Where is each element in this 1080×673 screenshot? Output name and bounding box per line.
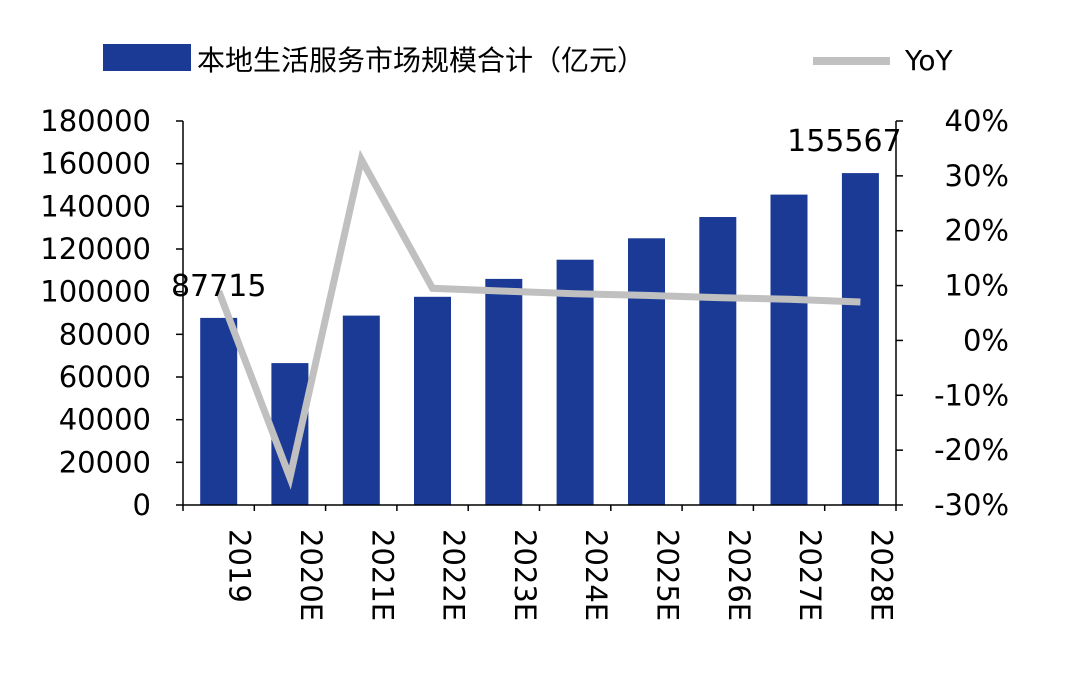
y-left-tick-label: 140000 (40, 189, 151, 223)
legend-swatch-market-size (103, 44, 191, 71)
legend-label-market-size: 本地生活服务市场规模合计（亿元） (197, 44, 645, 77)
y-right-tick-label: 0% (963, 323, 1009, 357)
data-label-2019: 87715 (171, 269, 266, 304)
y-left-tick-label: 180000 (40, 104, 151, 138)
legend-label-yoy: YoY (904, 44, 954, 77)
y-left-tick-label: 160000 (40, 147, 151, 181)
x-tick-label-2020E: 2020E (294, 529, 328, 621)
y-right-tick-label: -20% (934, 433, 1009, 467)
bar-2023E (485, 278, 523, 505)
x-tick-label-2026E: 2026E (722, 529, 756, 621)
y-left-tick-label: 0 (133, 488, 151, 522)
y-right-tick-label: -30% (934, 488, 1009, 522)
y-right-tick-label: -10% (934, 378, 1009, 412)
x-tick-label-2028E: 2028E (864, 529, 898, 621)
bar-2027E (770, 194, 808, 505)
y-left-tick-label: 40000 (59, 403, 151, 437)
x-tick-label-2027E: 2027E (793, 529, 827, 621)
x-tick-label-2025E: 2025E (651, 529, 685, 621)
bar-2019 (200, 317, 238, 505)
y-right-tick-label: 10% (945, 269, 1009, 303)
yoy-line (215, 149, 861, 490)
y-left-tick-label: 100000 (40, 275, 151, 309)
bar-2021E (342, 315, 380, 505)
bar-2022E (414, 296, 451, 505)
y-left-tick-label: 120000 (40, 232, 151, 266)
x-tick-label-2024E: 2024E (579, 529, 613, 621)
y-right-tick-label: 40% (945, 104, 1009, 138)
x-tick-label-2022E: 2022E (437, 529, 471, 621)
y-right-tick-label: 20% (945, 214, 1009, 248)
bar-2026E (699, 217, 737, 505)
y-left-tick-label: 80000 (59, 317, 151, 351)
x-tick-label-2021E: 2021E (365, 529, 399, 621)
bar-2025E (628, 238, 665, 506)
plot-area: 0 20000 40000 60000 80000 100000 120000 140000 1… (40, 104, 1009, 621)
legend: 本地生活服务市场规模合计（亿元） YoY (103, 44, 954, 77)
data-label-2028E: 155567 (787, 124, 902, 159)
y-left-tick-label: 20000 (59, 445, 151, 479)
y-left-tick-label: 60000 (59, 360, 151, 394)
bar-2024E (556, 259, 594, 505)
y-right-tick-label: 30% (945, 159, 1009, 193)
x-tick-label-2019: 2019 (223, 529, 257, 603)
x-tick-label-2023E: 2023E (508, 529, 542, 621)
bar-2028E (841, 173, 879, 505)
